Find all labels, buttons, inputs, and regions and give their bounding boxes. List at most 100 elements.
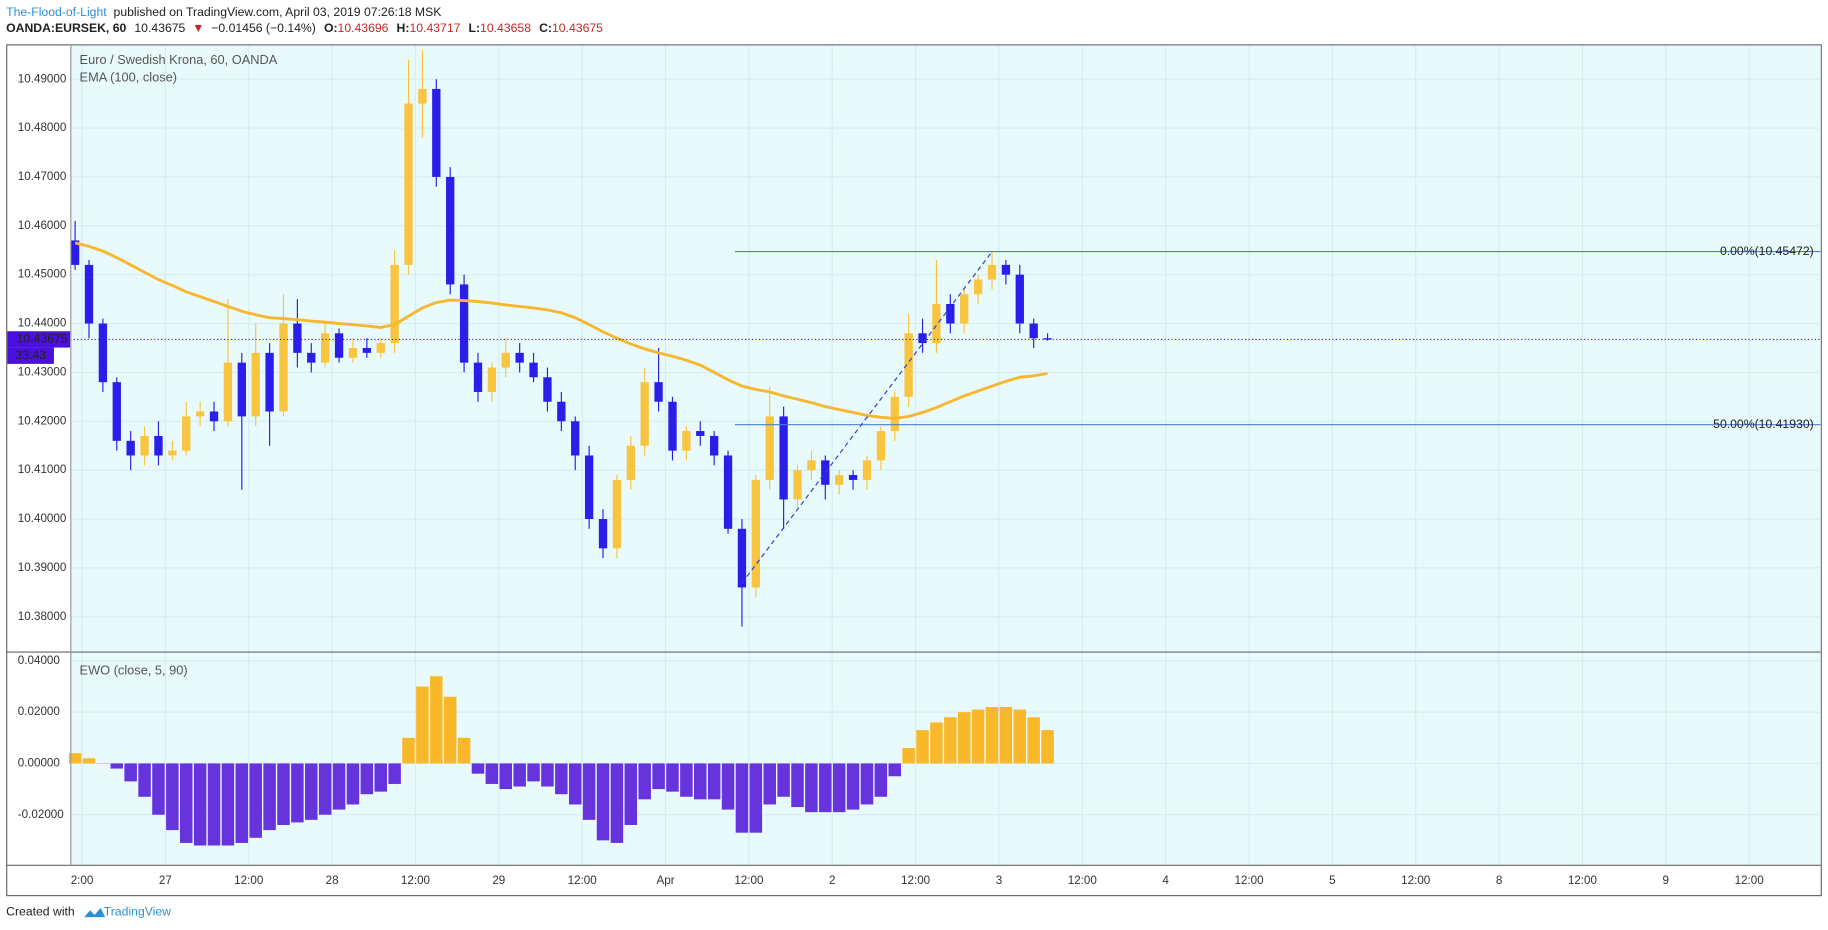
ewo-bar (305, 763, 318, 820)
ewo-bar (388, 763, 401, 784)
candle-body (307, 352, 316, 363)
candle-body (946, 303, 955, 324)
y-tick-label: 10.38000 (18, 610, 67, 623)
ewo-bar (485, 763, 499, 784)
ewo-bar (680, 763, 693, 797)
ewo-bar (416, 686, 429, 764)
candle-body (362, 347, 372, 353)
ewo-bar (374, 763, 387, 792)
y-tick-label: 10.43000 (18, 365, 67, 378)
ewo-bar (96, 763, 110, 765)
last-price-label: 10.43675 (17, 332, 68, 346)
ewo-bar (874, 763, 888, 797)
candle-body (584, 455, 594, 520)
ewo-bar (110, 763, 124, 769)
y-tick-label: 10.46000 (18, 219, 67, 232)
ewo-bar (694, 763, 707, 800)
author: The-Flood-of-Light (6, 5, 107, 19)
candle-body (876, 431, 886, 461)
x-tick-label: 9 (1663, 874, 1669, 887)
ohlc-value: 10.43696 (338, 21, 389, 35)
candle-body (960, 294, 969, 324)
ewo-bar (916, 730, 929, 764)
candle-body (168, 450, 177, 456)
candle-body (557, 401, 566, 422)
x-tick-label: 12:00 (1234, 874, 1264, 887)
symbol: OANDA:EURSEK, 60 (6, 21, 126, 35)
y-tick-label: 10.45000 (18, 268, 67, 281)
last-price-box (7, 331, 71, 348)
candle-body (446, 176, 455, 285)
candle-body (765, 416, 774, 480)
candle-body (251, 352, 260, 417)
candle-body (404, 103, 413, 265)
ewo-bar (971, 709, 985, 764)
ewo-bar (582, 763, 596, 820)
footer: Created with TradingView (6, 905, 171, 919)
candle-body (779, 416, 788, 500)
ohlc-label: C: (539, 21, 552, 35)
plot-layer: 10.38000 10.39000 10.40000 10.41000 10.42000… (7, 45, 1821, 887)
y-tick-label: -0.02000 (18, 808, 64, 821)
ewo-bar (985, 707, 999, 764)
ewo-bar (124, 763, 137, 782)
candle-body (654, 382, 663, 402)
ewo-bar (902, 748, 915, 764)
candle-body (987, 264, 997, 280)
ema-line (74, 241, 1048, 420)
candle-body (98, 323, 108, 383)
ohlc-label: L: (469, 21, 481, 35)
ewo-bar (430, 676, 443, 764)
candle-body (1043, 338, 1052, 340)
ewo-bar (249, 763, 262, 838)
candle-body (835, 475, 844, 485)
x-tick-label: 4 (1162, 874, 1169, 887)
x-tick-label: 12:00 (1401, 874, 1431, 887)
header-line-1: The-Flood-of-Light published on TradingV… (6, 5, 442, 19)
direction: ▼ (192, 21, 204, 35)
x-tick-label: 12:00 (1568, 874, 1598, 887)
ewo-bar (277, 763, 290, 825)
countdown-box (7, 347, 54, 364)
footer-brand: TradingView (104, 905, 171, 919)
x-tick-label: 28 (326, 874, 339, 887)
ewo-bar (707, 763, 721, 800)
ewo-bar (179, 763, 193, 843)
ewo-bar (666, 763, 679, 792)
candle-body (723, 455, 733, 529)
candle-body (904, 333, 913, 397)
candle-body (1029, 323, 1038, 339)
candle-body (932, 303, 941, 344)
ewo-bar (610, 763, 624, 843)
ewo-bar (735, 763, 749, 833)
y-tick-label: 0.04000 (18, 654, 61, 667)
y-tick-label: 10.40000 (18, 512, 67, 525)
x-tick-label: 27 (159, 874, 172, 887)
fib-label: 50.00%(10.41930) (1713, 417, 1814, 431)
ewo-bar (360, 763, 374, 795)
candle-body (571, 421, 580, 456)
ewo-bar (1027, 717, 1040, 764)
candle-body (696, 431, 705, 436)
candle-body (293, 323, 302, 353)
ewo-bar (638, 763, 651, 800)
ewo-bar (860, 763, 874, 805)
ohlc-value: 10.43658 (480, 21, 531, 35)
y-tick-label: 10.44000 (18, 317, 67, 330)
ewo-bar (499, 763, 513, 790)
candle-body (668, 401, 677, 451)
ewo-bar (777, 763, 790, 797)
y-tick-label: 10.39000 (18, 561, 67, 574)
candle-body (682, 431, 691, 451)
ewo-bar (513, 763, 526, 787)
ewo-bar (541, 763, 554, 787)
ohlc-label: O: (324, 21, 338, 35)
candle-body (348, 347, 358, 358)
ewo-bar (443, 696, 457, 764)
y-tick-label: 10.49000 (18, 72, 67, 85)
x-tick-label: 3 (996, 874, 1002, 887)
fib-label: 0.00%(10.45472) (1720, 244, 1814, 258)
candle-body (862, 460, 872, 480)
candle-body (543, 377, 552, 402)
